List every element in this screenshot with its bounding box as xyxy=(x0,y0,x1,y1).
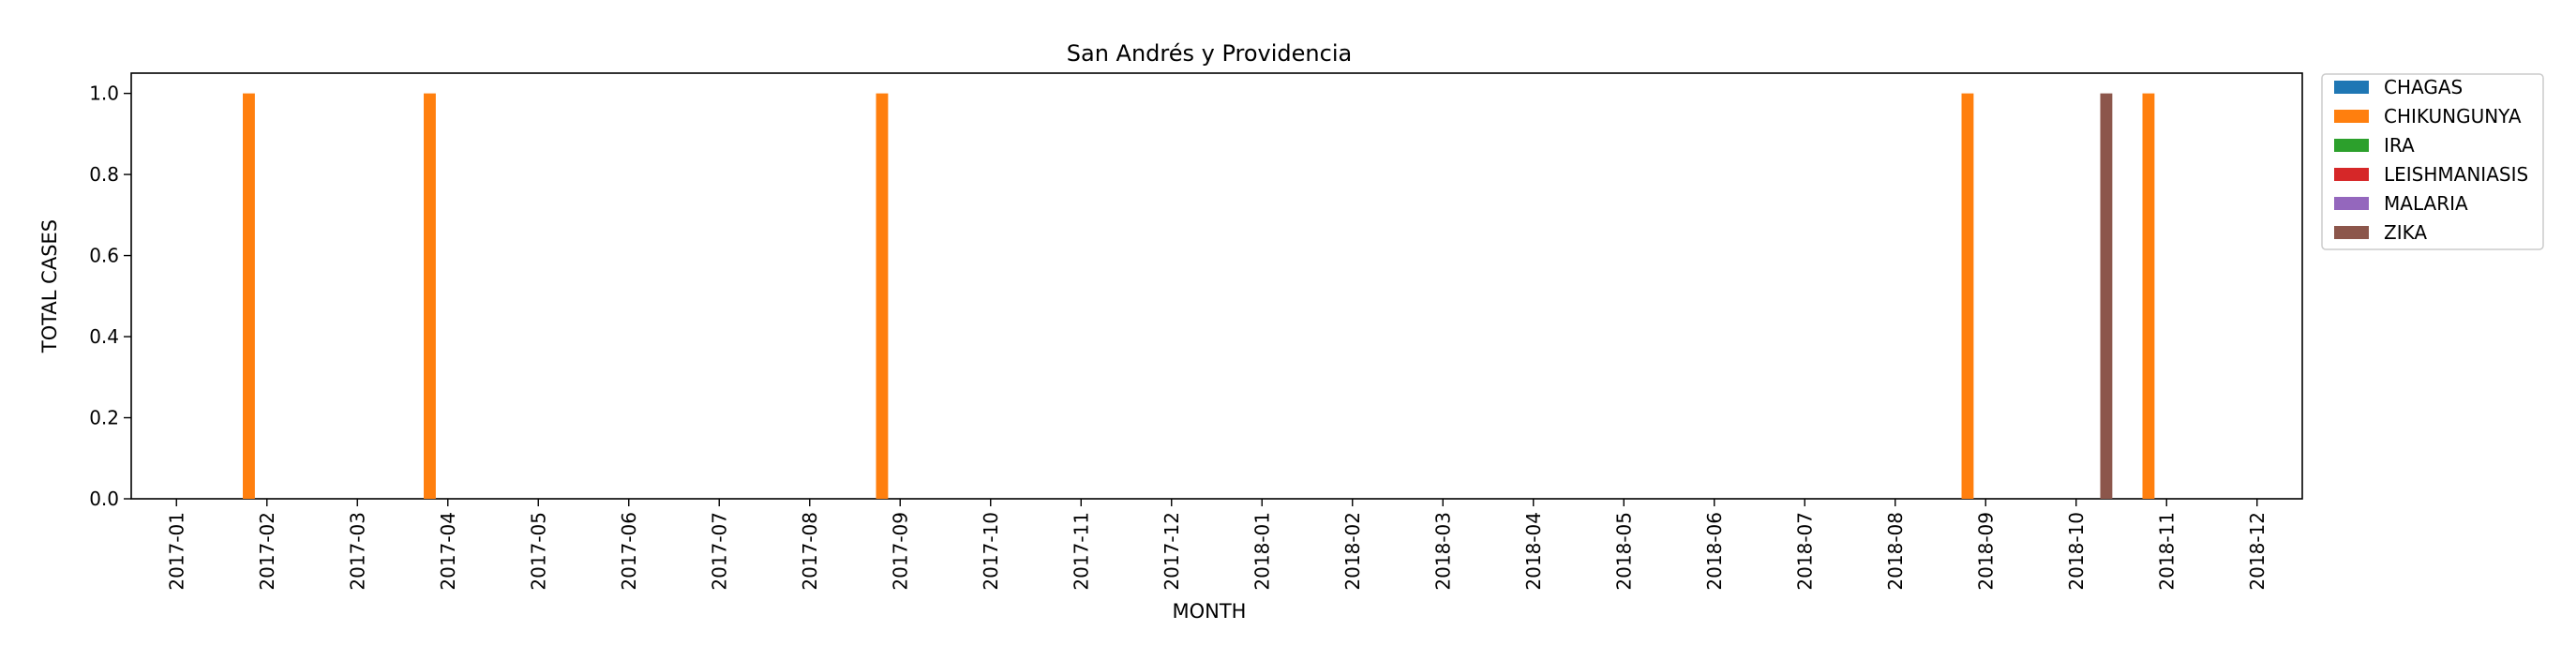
x-tick-label: 2017-06 xyxy=(618,512,640,591)
x-tick-label: 2017-05 xyxy=(527,512,549,591)
y-tick-label: 1.0 xyxy=(89,83,119,105)
x-tick-label: 2018-02 xyxy=(1341,512,1364,591)
legend-label-zika: ZIKA xyxy=(2384,221,2427,244)
legend-frame xyxy=(2321,73,2544,250)
legend-label-chikungunya: CHIKUNGUNYA xyxy=(2384,105,2522,128)
x-tick-label: 2017-07 xyxy=(708,512,730,591)
x-tick-label: 2018-12 xyxy=(2246,512,2269,591)
bar-chikungunya-2018-11 xyxy=(2142,93,2155,499)
bars-group xyxy=(243,93,2155,499)
x-tick-label: 2018-07 xyxy=(1793,512,1816,591)
x-tick-label: 2018-11 xyxy=(2155,512,2178,591)
x-axis-label: MONTH xyxy=(1173,600,1247,623)
bar-chikungunya-2017-09 xyxy=(876,93,889,499)
x-tick-label: 2017-09 xyxy=(889,512,911,591)
legend-label-malaria: MALARIA xyxy=(2384,192,2468,215)
legend-label-chagas: CHAGAS xyxy=(2384,76,2463,98)
bar-chikungunya-2017-04 xyxy=(424,93,436,499)
legend-label-leishmaniasis: LEISHMANIASIS xyxy=(2384,163,2528,186)
x-tick-label: 2017-01 xyxy=(165,512,187,591)
legend-swatch-chikungunya xyxy=(2334,110,2369,123)
bar-chikungunya-2018-09 xyxy=(1961,93,1974,499)
legend-swatch-chagas xyxy=(2334,81,2369,94)
y-tick-label: 0.2 xyxy=(89,407,119,429)
y-axis: 0.0 0.2 0.4 0.6 0.8 1.0 xyxy=(89,83,131,510)
legend-swatch-ira xyxy=(2334,139,2369,152)
legend-swatch-leishmaniasis xyxy=(2334,168,2369,181)
x-tick-label: 2018-08 xyxy=(1884,512,1907,591)
legend: CHAGAS CHIKUNGUNYA IRA LEISHMANIASIS MALARIA… xyxy=(2321,73,2544,250)
legend-swatch-malaria xyxy=(2334,197,2369,210)
plot-area xyxy=(130,72,2303,500)
x-tick-label: 2018-01 xyxy=(1251,512,1273,591)
x-tick-label: 2017-02 xyxy=(256,512,278,591)
y-tick-label: 0.4 xyxy=(89,325,119,348)
x-tick-label: 2018-10 xyxy=(2065,512,2088,591)
y-tick-label: 0.6 xyxy=(89,245,119,267)
chart-title: San Andrés y Providencia xyxy=(1067,40,1352,67)
plot-frame xyxy=(130,72,2303,500)
x-tick-label: 2017-08 xyxy=(799,512,821,591)
y-axis-label: TOTAL CASES xyxy=(38,219,61,353)
legend-label-ira: IRA xyxy=(2384,134,2415,157)
x-tick-label: 2017-04 xyxy=(437,512,459,591)
x-axis: 2017-01 2017-02 2017-03 2017-04 2017-05 2017-… xyxy=(165,499,2269,591)
x-tick-label: 2017-10 xyxy=(980,512,1002,591)
bar-chikungunya-2017-02 xyxy=(243,93,255,499)
x-tick-label: 2017-12 xyxy=(1161,512,1183,591)
x-tick-label: 2018-03 xyxy=(1431,512,1454,591)
x-tick-label: 2017-03 xyxy=(346,512,368,591)
x-tick-label: 2018-04 xyxy=(1522,512,1545,591)
x-tick-label: 2018-06 xyxy=(1703,512,1726,591)
y-tick-label: 0.0 xyxy=(89,488,119,510)
y-tick-label: 0.8 xyxy=(89,163,119,186)
x-tick-label: 2018-05 xyxy=(1612,512,1635,591)
x-tick-label: 2017-11 xyxy=(1070,512,1092,591)
bar-zika-2018-10 xyxy=(2100,93,2113,499)
legend-swatch-zika xyxy=(2334,226,2369,239)
x-tick-label: 2018-09 xyxy=(1974,512,1997,591)
